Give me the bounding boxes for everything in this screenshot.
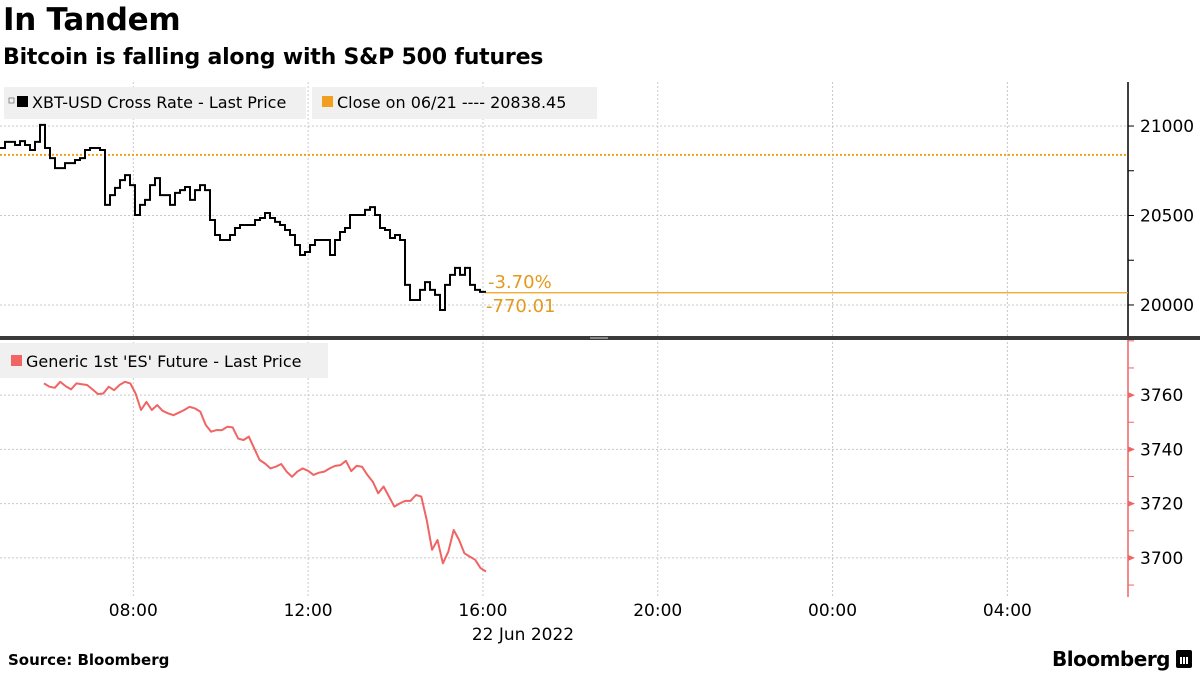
pct-change-annotation: -3.70% (488, 272, 552, 293)
legend-swatch-close (322, 96, 333, 107)
bloomberg-wordmark: Bloomberg (1052, 647, 1170, 671)
legend-label-es: Generic 1st 'ES' Future - Last Price (26, 352, 302, 371)
y-axis-marker (1128, 446, 1135, 453)
y-tick-label: 20000 (1140, 296, 1194, 316)
y-tick-label: 20500 (1140, 206, 1194, 226)
x-tick-label: 00:00 (808, 601, 857, 621)
legend-collapse-icon[interactable] (8, 97, 15, 104)
bitcoin-price-line (0, 123, 486, 311)
legend-bottom: Generic 1st 'ES' Future - Last Price (0, 343, 328, 378)
x-tick-label: 20:00 (633, 601, 682, 621)
legend-swatch-bitcoin (17, 96, 28, 107)
x-tick-label: 16:00 (458, 601, 507, 621)
chart-subtitle: Bitcoin is falling along with S&P 500 fu… (3, 45, 544, 70)
es-future-price-line (43, 380, 487, 573)
x-tick-label: 12:00 (284, 601, 333, 621)
bloomberg-logo: Bloomberg (1052, 647, 1192, 671)
y-tick-label: 3740 (1140, 440, 1183, 460)
legend-label-bitcoin: XBT-USD Cross Rate - Last Price (32, 93, 286, 112)
axis-tick-labels: 08:00 12:00 16:00 20:00 00:00 04:00 20000 20500… (109, 117, 1194, 621)
source-note: Source: Bloomberg (8, 651, 170, 669)
legend-label-close: Close on 06/21 ---- 20838.45 (337, 93, 566, 112)
abs-change-annotation: -770.01 (486, 296, 555, 317)
panel-resize-handle-icon (590, 337, 608, 339)
x-tick-label: 04:00 (983, 601, 1032, 621)
y-tick-label: 3760 (1140, 386, 1183, 406)
chart-title: In Tandem (3, 2, 181, 38)
x-tick-label: 08:00 (109, 601, 158, 621)
bloomberg-chart-icon (1176, 650, 1192, 668)
y-axis-marker (1128, 500, 1135, 507)
axes (0, 82, 1200, 597)
y-tick-label: 3720 (1140, 495, 1183, 515)
legend-swatch-es (11, 355, 22, 366)
y-tick-label: 3700 (1140, 549, 1183, 569)
y-tick-label: 21000 (1140, 117, 1194, 137)
x-axis-date-label: 22 Jun 2022 (472, 625, 574, 645)
y-axis-marker (1128, 392, 1135, 399)
gridlines (0, 82, 1128, 597)
legend-top: XBT-USD Cross Rate - Last Price Close on… (4, 87, 597, 119)
y-axis-marker (1128, 554, 1135, 561)
